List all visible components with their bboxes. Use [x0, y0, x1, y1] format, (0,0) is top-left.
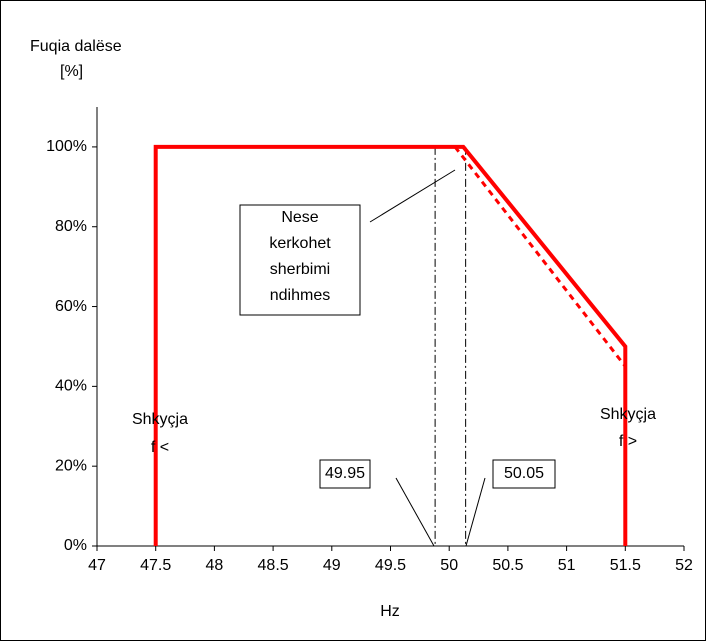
y-tick-label: 40% [55, 378, 87, 395]
annotation: Shkyçja [132, 411, 188, 428]
y-axis-label: [%] [60, 63, 83, 80]
x-axis-label: Hz [380, 603, 400, 620]
x-tick-label: 50.5 [492, 557, 523, 574]
y-tick-label: 80% [55, 218, 87, 235]
x-tick-label: 47 [88, 557, 106, 574]
pointer [465, 477, 486, 547]
annotation-box [492, 459, 556, 489]
annotation: 50.05 [504, 465, 544, 482]
x-tick-label: 51.5 [610, 557, 641, 574]
x-tick-label: 50 [440, 557, 458, 574]
y-tick-label: 0% [64, 537, 87, 554]
y-tick-label: 20% [55, 457, 87, 474]
x-tick-label: 49 [323, 557, 341, 574]
x-tick-label: 49.5 [375, 557, 406, 574]
annotation: kerkohet [269, 235, 331, 252]
annotation: f > [619, 433, 637, 450]
annotation: Shkyçja [600, 406, 656, 423]
pointer [369, 169, 456, 223]
data-line [153, 144, 628, 546]
annotation: Nese [281, 209, 318, 226]
annotation: f < [151, 439, 169, 456]
x-tick-label: 51 [558, 557, 576, 574]
annotation-box [319, 459, 371, 489]
y-tick-label: 60% [55, 298, 87, 315]
pointer [395, 477, 435, 547]
x-tick-label: 48 [206, 557, 224, 574]
x-tick-label: 52 [675, 557, 693, 574]
y-axis-label: Fuqia dalëse [30, 38, 122, 55]
annotation-box [239, 204, 361, 316]
annotation: sherbimi [270, 261, 330, 278]
annotation: ndihmes [270, 287, 330, 304]
x-tick-label: 47.5 [140, 557, 171, 574]
annotation: 49.95 [325, 465, 365, 482]
x-tick-label: 48.5 [258, 557, 289, 574]
data-line [453, 145, 627, 368]
y-tick-label: 100% [46, 138, 87, 155]
